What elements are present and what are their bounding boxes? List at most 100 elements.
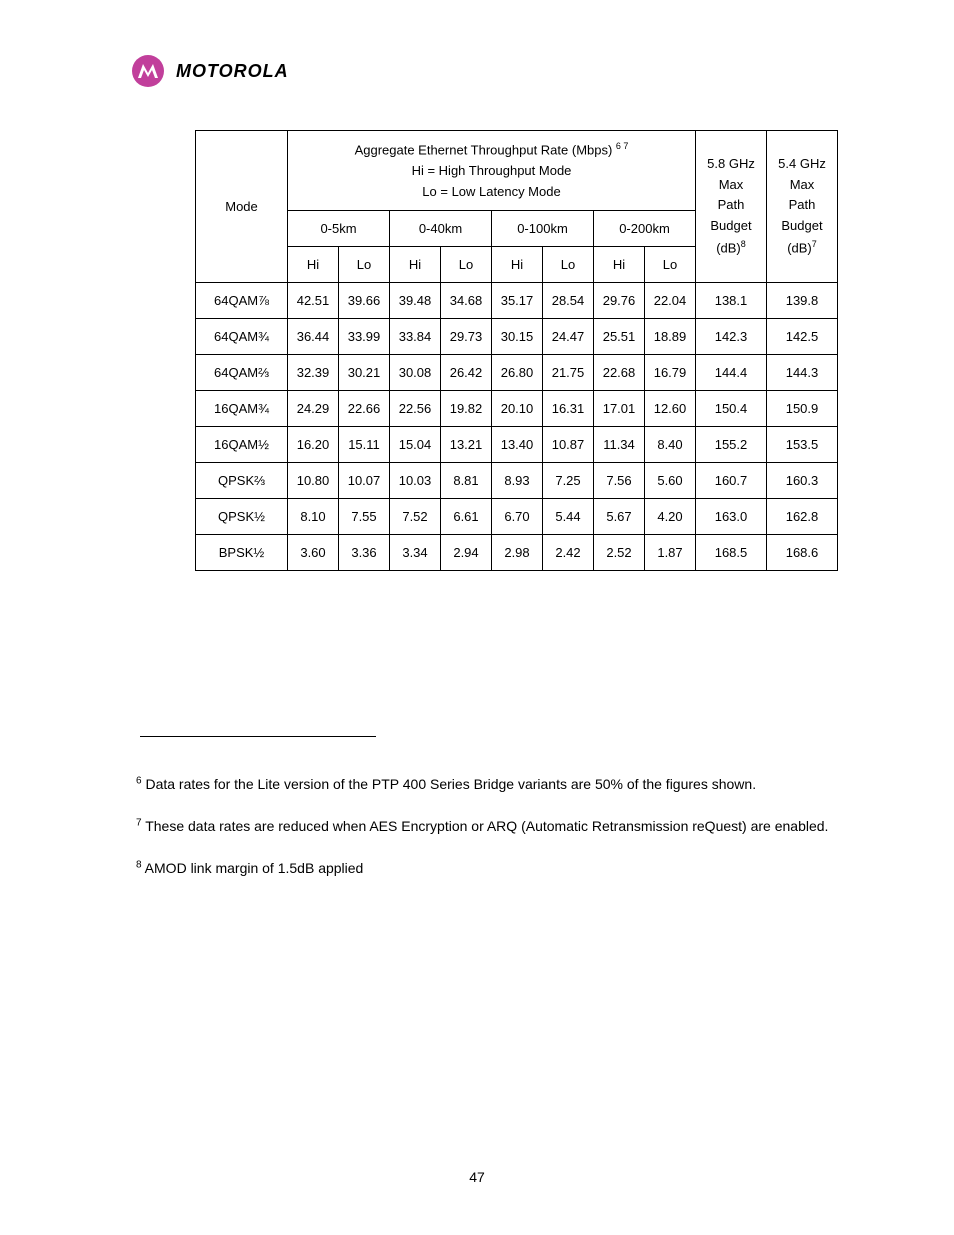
b58-l3: Path — [718, 197, 745, 212]
b54-l4: Budget — [781, 218, 822, 233]
page-number: 47 — [0, 1169, 954, 1185]
cell: 22.68 — [594, 355, 645, 391]
cell: 21.75 — [543, 355, 594, 391]
agg-line2: Hi = High Throughput Mode — [412, 163, 572, 178]
cell: 13.40 — [492, 427, 543, 463]
footnotes: 6 Data rates for the Lite version of the… — [136, 770, 859, 896]
cell: 15.11 — [339, 427, 390, 463]
cell: 18.89 — [645, 319, 696, 355]
cell: 17.01 — [594, 391, 645, 427]
throughput-table-wrap: Mode Aggregate Ethernet Throughput Rate … — [195, 130, 838, 571]
b54-l5pre: (dB) — [787, 240, 812, 255]
cell: 34.68 — [441, 283, 492, 319]
cell: 7.25 — [543, 463, 594, 499]
th-mode: Mode — [196, 131, 288, 283]
agg-line3: Lo = Low Latency Mode — [422, 184, 560, 199]
cell: 32.39 — [288, 355, 339, 391]
cell: 16.79 — [645, 355, 696, 391]
cell: 3.60 — [288, 535, 339, 571]
cell: 5.60 — [645, 463, 696, 499]
cell: 3.36 — [339, 535, 390, 571]
cell: 16.20 — [288, 427, 339, 463]
cell: 11.34 — [594, 427, 645, 463]
brand-header: MOTOROLA — [132, 55, 289, 87]
th-dist-2: 0-100km — [492, 211, 594, 247]
table-row: QPSK½ 8.10 7.55 7.52 6.61 6.70 5.44 5.67… — [196, 499, 838, 535]
th-hi-0: Hi — [288, 247, 339, 283]
cell: 33.99 — [339, 319, 390, 355]
cell: 150.4 — [696, 391, 767, 427]
cell: 30.08 — [390, 355, 441, 391]
cell: 28.54 — [543, 283, 594, 319]
cell-label: QPSK½ — [196, 499, 288, 535]
table-row: 16QAM¾ 24.29 22.66 22.56 19.82 20.10 16.… — [196, 391, 838, 427]
th-budget-58: 5.8 GHz Max Path Budget (dB)8 — [696, 131, 767, 283]
table-row: 64QAM¾ 36.44 33.99 33.84 29.73 30.15 24.… — [196, 319, 838, 355]
cell: 10.80 — [288, 463, 339, 499]
cell: 10.87 — [543, 427, 594, 463]
th-lo-0: Lo — [339, 247, 390, 283]
brand-text: MOTOROLA — [176, 61, 289, 82]
cell-label: 64QAM⅔ — [196, 355, 288, 391]
cell: 160.3 — [767, 463, 838, 499]
table-row: 16QAM½ 16.20 15.11 15.04 13.21 13.40 10.… — [196, 427, 838, 463]
table-row: 64QAM⅞ 42.51 39.66 39.48 34.68 35.17 28.… — [196, 283, 838, 319]
b54-l3: Path — [789, 197, 816, 212]
cell: 6.61 — [441, 499, 492, 535]
b58-sup: 8 — [741, 239, 746, 249]
cell: 155.2 — [696, 427, 767, 463]
document-page: MOTOROLA Mode Aggregate Ethernet Through… — [0, 0, 954, 1235]
cell: 6.70 — [492, 499, 543, 535]
th-dist-0: 0-5km — [288, 211, 390, 247]
cell: 4.20 — [645, 499, 696, 535]
cell: 26.42 — [441, 355, 492, 391]
cell-label: 16QAM½ — [196, 427, 288, 463]
motorola-m-icon — [138, 64, 158, 78]
footnote-6: 6 Data rates for the Lite version of the… — [136, 770, 859, 798]
cell: 142.5 — [767, 319, 838, 355]
cell: 8.40 — [645, 427, 696, 463]
b58-l4: Budget — [710, 218, 751, 233]
cell: 2.94 — [441, 535, 492, 571]
cell: 39.66 — [339, 283, 390, 319]
table-row: BPSK½ 3.60 3.36 3.34 2.94 2.98 2.42 2.52… — [196, 535, 838, 571]
th-dist-3: 0-200km — [594, 211, 696, 247]
th-aggregate: Aggregate Ethernet Throughput Rate (Mbps… — [288, 131, 696, 211]
cell: 2.42 — [543, 535, 594, 571]
cell: 10.07 — [339, 463, 390, 499]
cell: 10.03 — [390, 463, 441, 499]
motorola-logo-icon — [132, 55, 164, 87]
agg-line1-pre: Aggregate Ethernet Throughput Rate (Mbps… — [355, 142, 616, 157]
fn7-text: These data rates are reduced when AES En… — [142, 818, 829, 834]
cell: 12.60 — [645, 391, 696, 427]
cell: 8.81 — [441, 463, 492, 499]
cell: 7.56 — [594, 463, 645, 499]
cell: 2.98 — [492, 535, 543, 571]
cell: 138.1 — [696, 283, 767, 319]
cell: 168.5 — [696, 535, 767, 571]
table-row: QPSK⅔ 10.80 10.07 10.03 8.81 8.93 7.25 7… — [196, 463, 838, 499]
b54-l2: Max — [790, 177, 815, 192]
table-header-row-1: Mode Aggregate Ethernet Throughput Rate … — [196, 131, 838, 211]
cell: 168.6 — [767, 535, 838, 571]
cell: 5.44 — [543, 499, 594, 535]
th-lo-2: Lo — [543, 247, 594, 283]
cell: 144.3 — [767, 355, 838, 391]
cell: 30.15 — [492, 319, 543, 355]
table-row: 64QAM⅔ 32.39 30.21 30.08 26.42 26.80 21.… — [196, 355, 838, 391]
cell: 160.7 — [696, 463, 767, 499]
cell-label: 64QAM⅞ — [196, 283, 288, 319]
cell: 26.80 — [492, 355, 543, 391]
cell: 15.04 — [390, 427, 441, 463]
footnote-8: 8 AMOD link margin of 1.5dB applied — [136, 854, 859, 882]
cell: 24.29 — [288, 391, 339, 427]
cell: 22.56 — [390, 391, 441, 427]
cell: 16.31 — [543, 391, 594, 427]
cell-label: 16QAM¾ — [196, 391, 288, 427]
fn8-text: AMOD link margin of 1.5dB applied — [142, 860, 364, 876]
b54-l1: 5.4 GHz — [778, 156, 826, 171]
cell: 33.84 — [390, 319, 441, 355]
cell: 7.55 — [339, 499, 390, 535]
cell: 2.52 — [594, 535, 645, 571]
cell: 30.21 — [339, 355, 390, 391]
